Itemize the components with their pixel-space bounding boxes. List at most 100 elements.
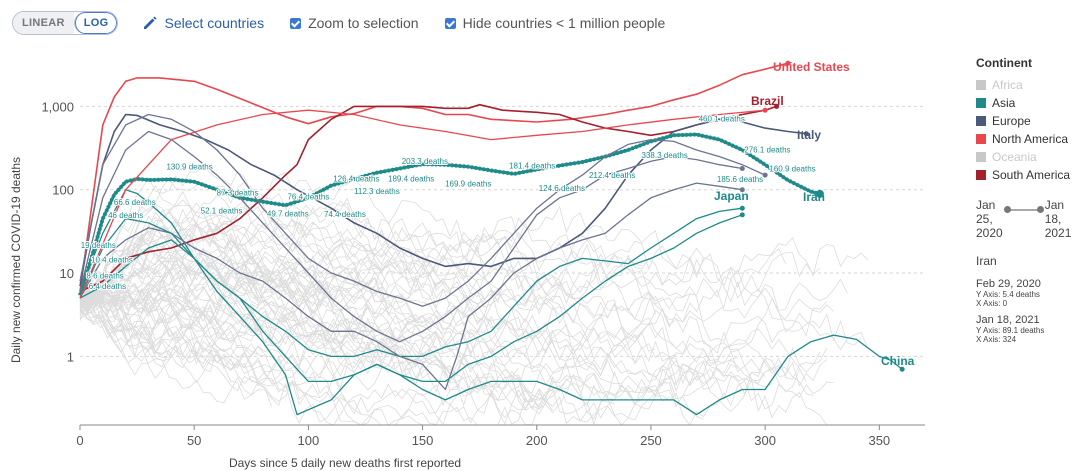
timeline-start: Jan 25, 2020 [976, 198, 1003, 240]
series-end-marker [739, 165, 745, 171]
zoom-to-selection-label: Zoom to selection [308, 15, 419, 31]
info-first-date: Feb 29, 2020 [976, 278, 1041, 290]
data-label: 6.4 deaths [89, 282, 126, 291]
zoom-to-selection-checkbox[interactable]: Zoom to selection [290, 15, 419, 31]
data-label: 126.4 deaths [333, 174, 379, 183]
timeline-range[interactable]: Jan 25, 2020 Jan 18, 2021 [976, 198, 1084, 240]
end-label-layer: United States Brazil Italy Iran Japan China [714, 60, 915, 368]
series-line [79, 189, 903, 416]
x-axis-title: Days since 5 daily new deaths first repo… [229, 456, 461, 470]
y-tick-label: 1,000 [41, 99, 74, 114]
info-last-x: X Axis: 324 [976, 335, 1017, 344]
background-country-line [79, 222, 437, 311]
x-axis: 0 50 100 150 200 250 300 350 [76, 424, 925, 448]
timeline-start-year: 2020 [976, 226, 1003, 240]
select-countries-button[interactable]: Select countries [142, 15, 264, 31]
legend-label: Africa [992, 78, 1023, 92]
series-line [79, 109, 766, 299]
scale-toggle: LINEAR LOG [12, 11, 119, 35]
x-tick-label: 150 [412, 433, 434, 448]
x-tick-label: 100 [298, 433, 320, 448]
series-end-marker [785, 60, 791, 66]
background-country-line [79, 190, 642, 316]
series-line [79, 113, 807, 287]
series-layer [78, 60, 905, 416]
background-country-line [79, 286, 499, 395]
background-country-line [79, 197, 691, 322]
legend-item[interactable]: Oceania [976, 148, 1084, 166]
series-line [79, 214, 743, 383]
select-countries-label: Select countries [164, 15, 265, 31]
legend-item[interactable]: North America [976, 130, 1084, 148]
background-country-line [79, 300, 862, 426]
background-country-line [79, 293, 430, 389]
series-end-marker [762, 172, 768, 178]
hide-small-countries-checkbox[interactable]: Hide countries < 1 million people [444, 15, 666, 31]
y-axis-title: Daily new confirmed COVID-19 deaths [9, 157, 23, 363]
background-country-line [79, 271, 540, 338]
series-end-marker [739, 212, 745, 218]
legend: Continent Africa Asia Europe North America O… [976, 56, 1084, 344]
background-country-line [79, 164, 869, 299]
background-country-line [79, 293, 554, 411]
hide-small-countries-label: Hide countries < 1 million people [462, 15, 666, 31]
x-tick-label: 350 [868, 433, 890, 448]
controls-bar: LINEAR LOG Select countries Zoom to sele… [12, 10, 665, 36]
background-country-line [79, 219, 389, 293]
background-country-line [79, 278, 348, 380]
legend-item[interactable]: South America [976, 166, 1084, 184]
info-first-y: Y Axis: 5.4 deaths [976, 290, 1040, 299]
legend-item[interactable]: Asia [976, 94, 1084, 112]
background-country-line [79, 184, 787, 299]
data-label: 10.4 deaths [91, 255, 133, 264]
checkbox-checked-icon [444, 17, 456, 29]
data-label: 124.6 deaths [539, 184, 585, 193]
x-tick-label: 0 [76, 433, 83, 448]
y-tick-label: 100 [52, 183, 74, 198]
legend-label: South America [992, 168, 1071, 182]
background-country-line [79, 220, 540, 304]
data-label: 160.9 deaths [769, 165, 815, 174]
data-label: 87.3 deaths [217, 189, 259, 198]
info-country: Iran [976, 254, 997, 268]
pencil-icon [144, 16, 157, 29]
legend-item[interactable]: Europe [976, 112, 1084, 130]
background-country-line [79, 218, 862, 346]
background-country-line [79, 286, 519, 384]
log-scale-button[interactable]: LOG [73, 12, 118, 34]
timeline-end-year: 2021 [1044, 226, 1072, 240]
series-end-marker [899, 366, 905, 372]
background-country-line [79, 253, 738, 378]
timeline-slider[interactable] [1003, 206, 1044, 213]
linear-scale-button[interactable]: LINEAR [13, 12, 74, 34]
legend-label: Oceania [992, 150, 1037, 164]
data-label: 52.1 deaths [201, 206, 243, 215]
data-label: 46 deaths [108, 211, 143, 220]
legend-swatch [976, 116, 986, 126]
info-last-y: Y Axis: 89.1 deaths [976, 326, 1045, 335]
checkbox-checked-icon [290, 17, 302, 29]
series-end-marker [739, 205, 745, 211]
legend-swatch [976, 152, 986, 162]
background-country-line [79, 270, 238, 325]
series-line [79, 113, 766, 307]
data-label: 66.6 deaths [114, 198, 156, 207]
data-label: 212.4 deaths [589, 171, 635, 180]
legend-swatch [976, 134, 986, 144]
timeline-end: Jan 18, 2021 [1045, 198, 1072, 240]
series-line [79, 207, 743, 358]
background-country-line [79, 202, 834, 320]
background-country-line [79, 253, 766, 378]
series-end-marker [815, 189, 824, 198]
background-country-line [79, 287, 615, 410]
background-country-line [79, 282, 286, 348]
background-country-line [79, 282, 444, 379]
hover-info-panel: Iran Feb 29, 2020 Y Axis: 5.4 deaths X A… [976, 254, 1084, 344]
x-tick-label: 50 [187, 433, 201, 448]
legend-label: Europe [992, 114, 1031, 128]
timeline-start-month: Jan [976, 198, 996, 212]
legend-item[interactable]: Africa [976, 76, 1084, 94]
data-label: 189.4 deaths [388, 175, 434, 184]
